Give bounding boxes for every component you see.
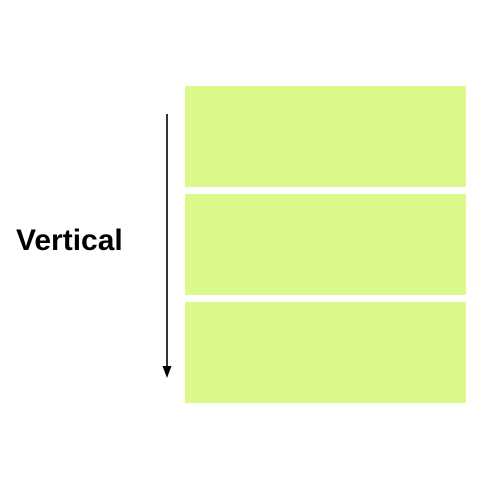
- stack-block-1: [185, 86, 466, 187]
- arrow-down-icon: [162, 114, 172, 378]
- arrow-head: [162, 366, 172, 378]
- stack-block-3: [185, 302, 466, 403]
- block-stack: [185, 86, 466, 403]
- direction-label: Vertical: [16, 224, 123, 257]
- stack-block-2: [185, 194, 466, 295]
